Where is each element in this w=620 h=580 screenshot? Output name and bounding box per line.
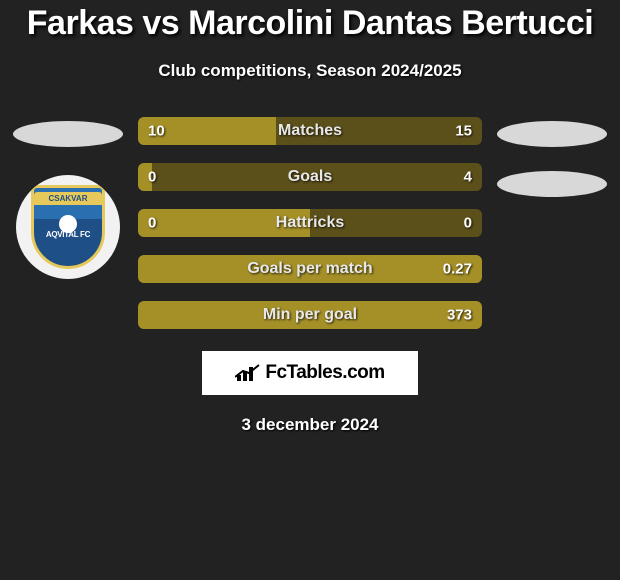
stat-right-value: 0.27 — [443, 261, 472, 278]
subtitle: Club competitions, Season 2024/2025 — [0, 61, 620, 81]
stat-label: Matches — [278, 122, 342, 140]
stat-label: Goals — [288, 168, 332, 186]
source-logo: FcTables.com — [202, 351, 418, 395]
stat-label: Goals per match — [247, 260, 372, 278]
player-photo-placeholder-left — [13, 121, 123, 147]
stat-left-value: 0 — [148, 215, 156, 232]
stat-right-value: 373 — [447, 307, 472, 324]
date-text: 3 december 2024 — [0, 415, 620, 435]
stat-left-value: 0 — [148, 169, 156, 186]
right-player-col — [492, 117, 612, 329]
page-title: Farkas vs Marcolini Dantas Bertucci — [0, 4, 620, 43]
stat-label: Min per goal — [263, 306, 357, 324]
comparison-card: Farkas vs Marcolini Dantas Bertucci Club… — [0, 0, 620, 435]
ball-icon — [59, 215, 77, 233]
stat-bar: 0 4 Goals — [138, 163, 482, 191]
club-badge-placeholder-right — [497, 171, 607, 197]
chart-icon — [235, 363, 261, 383]
stat-label: Hattricks — [276, 214, 344, 232]
stat-right-value: 0 — [464, 215, 472, 232]
player-photo-placeholder-right — [497, 121, 607, 147]
stat-bar: 0 0 Hattricks — [138, 209, 482, 237]
logo-text: FcTables.com — [265, 362, 384, 384]
stats-bars: 10 15 Matches 0 4 Goals 0 0 Hattricks 0.27 Goals p… — [128, 117, 492, 329]
stat-right-value: 15 — [455, 123, 472, 140]
stat-bar: 373 Min per goal — [138, 301, 482, 329]
stat-bar: 0.27 Goals per match — [138, 255, 482, 283]
stat-right-value: 4 — [464, 169, 472, 186]
content-row: 10 15 Matches 0 4 Goals 0 0 Hattricks 0.27 Goals p… — [0, 117, 620, 329]
stat-left-value: 10 — [148, 123, 165, 140]
left-player-col — [8, 117, 128, 329]
stat-bar: 10 15 Matches — [138, 117, 482, 145]
club-badge-left — [16, 175, 120, 279]
